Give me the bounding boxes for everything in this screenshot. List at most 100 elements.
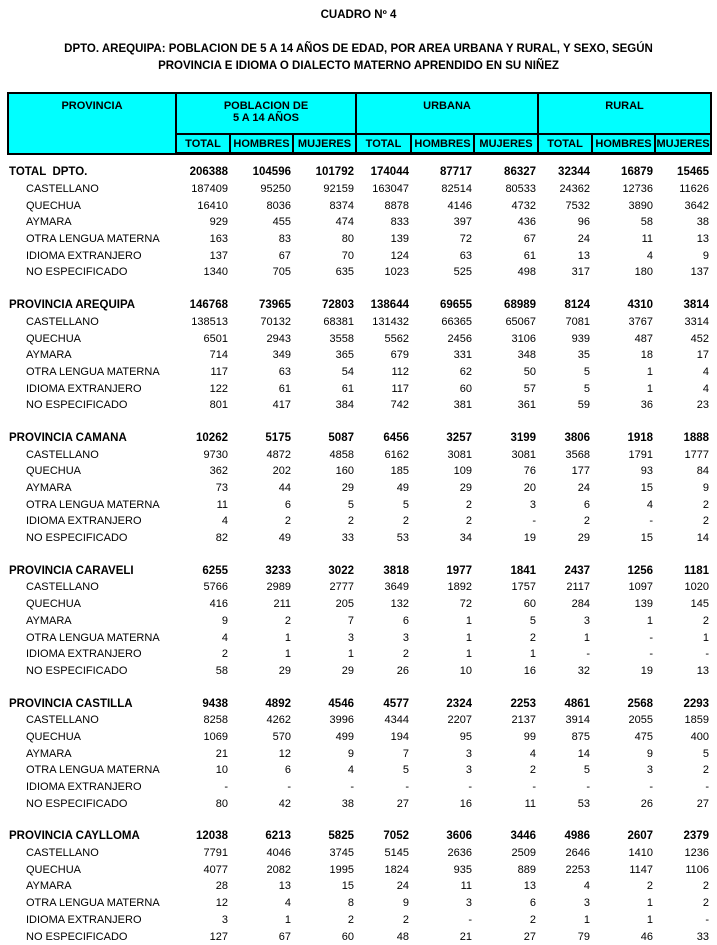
value-cell: 2293 bbox=[683, 697, 710, 710]
value-cell: 2989 bbox=[266, 581, 291, 594]
value-cell: 20 bbox=[523, 482, 537, 495]
value-cell: 6 bbox=[402, 614, 409, 627]
value-cell: 185 bbox=[390, 465, 409, 478]
value-cell: 4858 bbox=[329, 448, 354, 461]
value-cell: 4146 bbox=[447, 199, 472, 212]
value-cell: 4861 bbox=[564, 697, 591, 710]
value-cell: 211 bbox=[273, 598, 291, 611]
value-cell: 7052 bbox=[383, 830, 409, 843]
table-header: PROVINCIA POBLACION DE 5 A 14 AÑOS URBAN… bbox=[7, 92, 713, 155]
spacer-cell bbox=[8, 414, 711, 430]
value-cell: - bbox=[468, 781, 472, 794]
value-cell: 475 bbox=[634, 730, 654, 743]
value-cell: 6213 bbox=[265, 830, 291, 843]
value-cell: 2117 bbox=[566, 581, 591, 594]
language-row: NO ESPECIFICADO 1340 705 635 1023 525 498 317 18… bbox=[8, 264, 711, 281]
value-cell: 2 bbox=[529, 631, 537, 644]
language-label: IDIOMA EXTRANJERO bbox=[26, 249, 142, 262]
language-row: QUECHUA 362 202 160 185 109 76 177 93 84 bbox=[8, 463, 711, 480]
value-cell: 1097 bbox=[628, 581, 654, 594]
value-cell: 1757 bbox=[511, 581, 537, 594]
value-cell: 570 bbox=[272, 730, 291, 743]
value-cell: 3081 bbox=[447, 448, 472, 461]
value-cell: 3767 bbox=[628, 315, 654, 328]
value-cell: 2 bbox=[702, 880, 710, 893]
value-cell: 7081 bbox=[565, 315, 591, 328]
value-cell: 29 bbox=[341, 482, 354, 495]
value-cell: - bbox=[649, 781, 654, 794]
value-cell: 384 bbox=[335, 399, 354, 412]
value-cell: 349 bbox=[272, 349, 291, 362]
value-cell: 1 bbox=[465, 614, 472, 627]
language-label: OTRA LENGUA MATERNA bbox=[26, 631, 160, 644]
language-row: AYMARA 28 13 15 24 11 13 4 2 2 bbox=[8, 878, 711, 895]
spacer-row bbox=[8, 414, 711, 430]
value-cell: 3568 bbox=[565, 448, 591, 461]
value-cell: 3 bbox=[465, 897, 472, 910]
value-cell: 12038 bbox=[196, 830, 228, 843]
section-label: PROVINCIA CAMANA bbox=[9, 431, 127, 444]
value-cell: 6 bbox=[583, 498, 591, 511]
value-cell: 3818 bbox=[383, 564, 409, 577]
value-cell: 72 bbox=[459, 598, 472, 611]
value-cell: 284 bbox=[571, 598, 591, 611]
value-cell: 174044 bbox=[370, 166, 409, 179]
language-label: OTRA LENGUA MATERNA bbox=[26, 233, 160, 246]
language-label: IDIOMA EXTRANJERO bbox=[26, 515, 142, 528]
value-cell: 2437 bbox=[564, 564, 591, 577]
language-label: QUECHUA bbox=[26, 465, 82, 478]
value-cell: 455 bbox=[272, 216, 291, 229]
value-cell: 417 bbox=[272, 399, 291, 412]
value-cell: 5175 bbox=[265, 431, 291, 444]
value-cell: 29 bbox=[577, 532, 591, 545]
value-cell: 24 bbox=[577, 482, 591, 495]
value-cell: 84 bbox=[696, 465, 710, 478]
value-cell: 2324 bbox=[446, 697, 472, 710]
value-cell: 4 bbox=[284, 897, 291, 910]
value-cell: 833 bbox=[390, 216, 409, 229]
value-cell: 65067 bbox=[505, 315, 537, 328]
spacer-cell bbox=[8, 281, 711, 297]
value-cell: 124 bbox=[390, 249, 409, 262]
value-cell: 33 bbox=[341, 532, 354, 545]
value-cell: 11 bbox=[641, 233, 654, 246]
value-cell: 3606 bbox=[446, 830, 472, 843]
value-cell: 1 bbox=[702, 631, 710, 644]
language-row: CASTELLANO 7791 4046 3745 5145 2636 2509 2646 14… bbox=[8, 845, 711, 862]
value-cell: 5 bbox=[402, 498, 409, 511]
value-cell: 10 bbox=[459, 664, 472, 677]
value-cell: 127 bbox=[209, 930, 228, 943]
language-label: NO ESPECIFICADO bbox=[26, 930, 128, 943]
value-cell: 15 bbox=[640, 532, 654, 545]
value-cell: 19 bbox=[640, 664, 654, 677]
value-cell: 3199 bbox=[510, 431, 537, 444]
value-cell: 62 bbox=[459, 365, 472, 378]
value-cell: 2 bbox=[702, 897, 710, 910]
column-header-total-poblacion: TOTAL bbox=[175, 133, 231, 155]
value-cell: 714 bbox=[209, 349, 228, 362]
section-label: PROVINCIA CARAVELI bbox=[9, 564, 134, 577]
value-cell: 2137 bbox=[511, 714, 537, 727]
value-cell: 138513 bbox=[191, 315, 228, 328]
value-cell: 2 bbox=[402, 515, 409, 528]
language-label: OTRA LENGUA MATERNA bbox=[26, 764, 160, 777]
value-cell: 5562 bbox=[384, 332, 409, 345]
value-cell: - bbox=[705, 781, 710, 794]
value-cell: 6501 bbox=[203, 332, 228, 345]
value-cell: 139 bbox=[390, 233, 409, 246]
value-cell: 2509 bbox=[511, 847, 537, 860]
value-cell: 8 bbox=[347, 897, 354, 910]
value-cell: 361 bbox=[517, 399, 537, 412]
column-header-hombres-rural: HOMBRES bbox=[591, 133, 657, 155]
column-header-provincia: PROVINCIA bbox=[7, 92, 177, 155]
language-label: CASTELLANO bbox=[26, 315, 99, 328]
value-cell: 1340 bbox=[203, 266, 228, 279]
language-row: NO ESPECIFICADO 58 29 29 26 10 16 32 19 13 bbox=[8, 663, 711, 680]
value-cell: 1 bbox=[284, 631, 291, 644]
value-cell: 2 bbox=[402, 648, 409, 661]
language-label: QUECHUA bbox=[26, 598, 82, 611]
value-cell: 163047 bbox=[372, 183, 409, 196]
language-label: AYMARA bbox=[26, 614, 72, 627]
value-cell: 61 bbox=[341, 382, 354, 395]
value-cell: 2253 bbox=[510, 697, 537, 710]
